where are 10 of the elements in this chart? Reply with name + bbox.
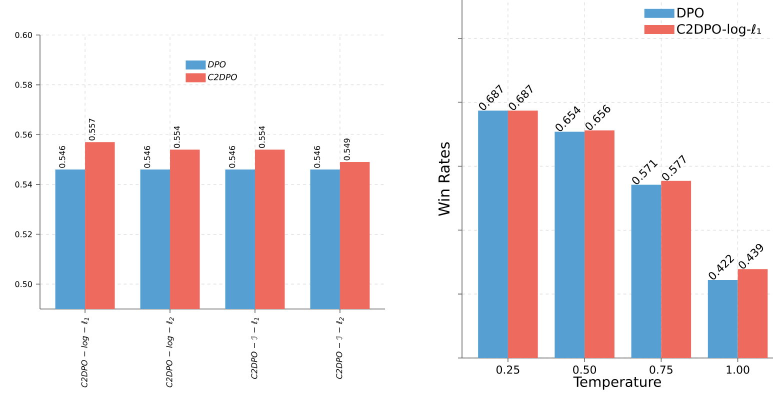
legend-label: C2DPO (208, 74, 237, 80)
legend-label: DPO (208, 61, 226, 68)
y-axis-title: Win Rates (438, 142, 450, 216)
legend-label: C2DPO-log-ℓ₁ (677, 24, 761, 36)
legend-label: DPO (678, 8, 704, 18)
x-axis-title: Temperature (573, 376, 661, 390)
x-tick-label: 0.50 (573, 366, 596, 374)
x-tick-label: 0.75 (650, 366, 672, 374)
x-tick-label: 1.00 (726, 366, 750, 374)
x-tick-label: 0.25 (496, 366, 520, 374)
